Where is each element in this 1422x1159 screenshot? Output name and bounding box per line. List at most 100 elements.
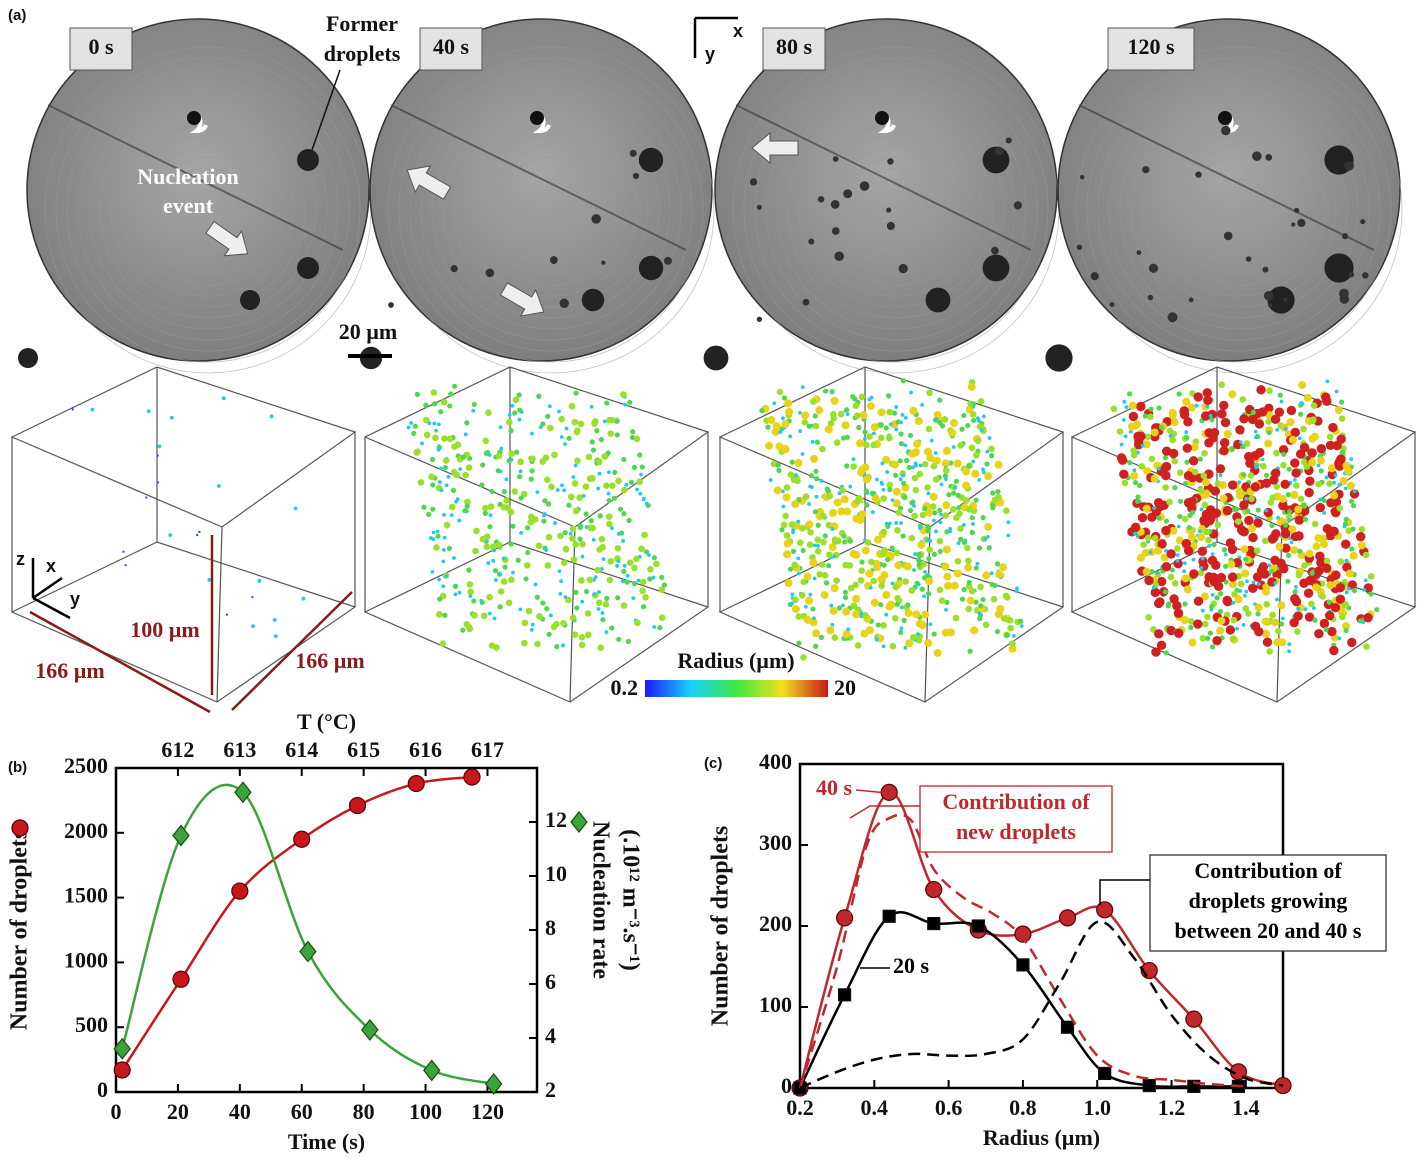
droplet-3d — [1184, 430, 1189, 435]
droplet-3d — [1278, 500, 1288, 511]
droplet-3d — [508, 541, 514, 547]
small-droplet — [994, 146, 1004, 156]
leader — [849, 805, 920, 819]
droplet-3d — [994, 460, 1003, 469]
droplet-3d — [516, 392, 522, 398]
droplet-3d — [633, 435, 641, 443]
droplet-3d — [832, 554, 837, 559]
droplet-3d — [830, 415, 838, 422]
droplet-3d — [986, 545, 992, 551]
droplet-3d — [442, 457, 450, 464]
x-tick-label: 1.0 — [1083, 1095, 1111, 1120]
droplet-3d — [1202, 490, 1211, 499]
droplet-3d — [647, 566, 654, 573]
droplet-3d — [984, 461, 990, 467]
droplet-3d — [1363, 583, 1373, 593]
droplet-3d — [877, 408, 886, 417]
droplet-3d — [1162, 455, 1169, 461]
small-droplet — [1362, 272, 1369, 279]
droplet-3d — [1137, 482, 1143, 489]
droplet-3d — [833, 439, 841, 446]
droplet-3d — [467, 588, 474, 596]
droplet-3d — [597, 513, 603, 519]
droplet-3d — [1128, 411, 1139, 422]
droplet-3d — [1162, 589, 1169, 595]
droplet-3d — [569, 535, 576, 542]
droplet-3d — [616, 559, 621, 564]
droplet-3d — [859, 611, 864, 616]
droplet-3d — [422, 416, 430, 424]
small-droplet — [1291, 222, 1296, 227]
droplet-3d — [1273, 581, 1278, 586]
droplet-3d — [1326, 581, 1335, 590]
texture-ring — [754, 68, 1038, 352]
droplet-3d — [839, 487, 846, 494]
droplet-3d — [906, 449, 910, 454]
droplet-3d — [1169, 526, 1178, 535]
droplet-3d — [928, 622, 933, 627]
droplet-3d — [864, 502, 870, 508]
droplet-3d — [776, 467, 782, 474]
droplet-3d — [807, 529, 814, 536]
droplet-3d — [643, 549, 650, 555]
droplet-3d — [437, 577, 441, 582]
droplet-3d — [840, 495, 849, 504]
small-droplet — [549, 256, 558, 264]
small-droplet — [1147, 294, 1154, 301]
droplet-3d — [1227, 572, 1238, 582]
y-tick-label: 1000 — [64, 947, 108, 972]
droplet-3d — [439, 640, 447, 647]
droplet-3d — [939, 512, 944, 517]
texture-ring — [530, 189, 572, 231]
droplet-3d — [989, 571, 994, 576]
y-label: Number of droplets — [708, 826, 734, 1026]
droplet-3d — [852, 610, 861, 619]
droplet-3d — [1350, 503, 1357, 509]
droplet-3d — [800, 452, 805, 456]
droplet-3d — [605, 513, 613, 520]
panel-b: (b)0 20 40 60 80 100 1200500100015002000250061… — [7, 709, 644, 1154]
droplet-3d — [824, 425, 833, 434]
droplet-3d — [606, 497, 612, 504]
droplet-3d — [795, 613, 803, 620]
droplet-3d — [616, 532, 621, 536]
droplet-3d — [549, 613, 553, 618]
texture-ring — [1119, 90, 1359, 330]
small-droplet — [1148, 263, 1159, 273]
droplet-3d — [808, 592, 813, 597]
droplet-3d — [857, 577, 865, 584]
droplet-3d — [1156, 576, 1167, 587]
droplet-3d — [824, 486, 830, 492]
droplet-3d — [1130, 471, 1139, 480]
droplet-3d — [909, 634, 917, 641]
droplet-3d — [897, 458, 903, 464]
droplet-3d — [627, 399, 633, 405]
droplet-3d — [251, 595, 254, 599]
droplet-3d — [794, 459, 803, 468]
droplet-3d — [1123, 434, 1128, 439]
droplet-3d — [638, 545, 645, 553]
droplet-3d — [933, 648, 942, 657]
droplet-3d — [1128, 429, 1133, 434]
droplet-3d — [1145, 614, 1152, 621]
droplet-3d — [571, 475, 576, 479]
droplet-3d — [1299, 578, 1309, 588]
droplet-3d — [1322, 511, 1326, 515]
droplet-3d — [544, 562, 552, 569]
droplet-3d — [936, 586, 944, 594]
droplet-3d — [1274, 407, 1285, 417]
droplet-3d — [441, 435, 448, 442]
droplet-3d — [1312, 542, 1321, 551]
droplet-3d — [1277, 601, 1286, 610]
marker — [1098, 1066, 1112, 1081]
droplet-3d — [862, 612, 869, 619]
droplet-3d — [639, 578, 647, 586]
droplet-3d — [1014, 589, 1019, 594]
droplet-3d — [828, 543, 837, 552]
droplet-3d — [463, 620, 471, 628]
small-droplet — [802, 298, 810, 306]
droplet-3d — [944, 607, 948, 612]
droplet-3d — [1230, 616, 1238, 624]
droplet-3d — [985, 535, 990, 539]
droplet-3d — [814, 536, 822, 544]
